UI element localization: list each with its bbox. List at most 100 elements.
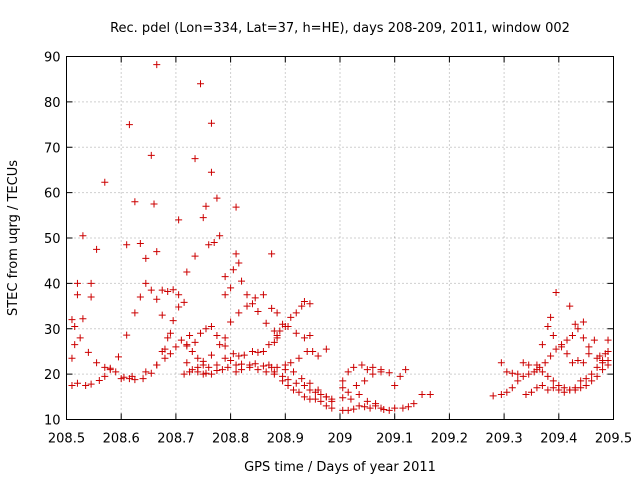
data-point <box>418 391 426 399</box>
data-point <box>153 248 161 256</box>
data-point <box>574 357 582 365</box>
data-point <box>224 363 232 371</box>
data-point <box>221 291 229 299</box>
data-point <box>544 372 552 380</box>
data-point <box>188 347 196 355</box>
data-point <box>79 315 87 323</box>
data-point <box>519 359 527 367</box>
data-point <box>262 368 270 376</box>
data-point <box>87 293 95 301</box>
data-point <box>585 350 593 358</box>
data-point <box>527 388 535 396</box>
data-point <box>259 347 267 355</box>
data-point <box>391 404 399 412</box>
data-point <box>582 375 590 383</box>
data-point <box>363 366 371 374</box>
data-point <box>298 302 306 310</box>
data-point <box>268 250 276 258</box>
x-axis-label: GPS time / Days of year 2011 <box>244 460 436 475</box>
data-point <box>571 320 579 328</box>
data-point <box>147 286 155 294</box>
data-point <box>497 391 505 399</box>
data-point <box>175 291 183 299</box>
data-point <box>300 334 308 342</box>
data-point <box>93 359 101 367</box>
data-point <box>377 404 385 412</box>
data-point <box>588 370 596 378</box>
data-point <box>489 392 497 400</box>
data-point <box>563 350 571 358</box>
data-point <box>593 372 601 380</box>
data-point <box>593 354 601 362</box>
y-axis-label: STEC from uqrg / TECUs <box>6 160 21 316</box>
x-tick-label: 208.5 <box>48 432 85 447</box>
y-tick-label: 80 <box>44 96 61 111</box>
data-point <box>142 279 150 287</box>
data-point <box>125 121 133 129</box>
data-point <box>544 386 552 394</box>
x-tick-label: 208.9 <box>267 432 304 447</box>
data-point <box>194 363 202 371</box>
data-point <box>123 331 131 339</box>
data-point <box>227 357 235 365</box>
data-point <box>79 232 87 240</box>
data-point <box>101 178 109 186</box>
data-point <box>207 351 215 359</box>
data-point <box>549 332 557 340</box>
data-point <box>339 384 347 392</box>
data-point <box>344 388 352 396</box>
data-point <box>73 291 81 299</box>
data-point <box>350 363 358 371</box>
data-point <box>582 381 590 389</box>
data-point <box>339 377 347 385</box>
data-point <box>347 395 355 403</box>
data-point <box>238 366 246 374</box>
data-point <box>235 259 243 267</box>
data-point <box>147 369 155 377</box>
data-point <box>139 375 147 383</box>
data-point <box>101 363 109 371</box>
data-point <box>322 393 330 401</box>
data-point <box>183 268 191 276</box>
data-point <box>232 250 240 258</box>
data-point <box>590 336 598 344</box>
data-point <box>350 405 358 413</box>
data-point <box>284 381 292 389</box>
data-point <box>295 354 303 362</box>
data-point <box>131 309 139 317</box>
data-point <box>268 304 276 312</box>
data-point <box>571 384 579 392</box>
data-point <box>577 377 585 385</box>
data-point <box>273 363 281 371</box>
data-point <box>254 348 262 356</box>
data-point <box>177 336 185 344</box>
y-tick-label: 60 <box>44 187 61 202</box>
data-point <box>377 366 385 374</box>
grid <box>66 56 614 420</box>
data-point <box>71 322 79 330</box>
data-point <box>533 384 541 392</box>
data-point <box>295 388 303 396</box>
y-tick-label: 20 <box>44 368 61 383</box>
data-point <box>95 376 103 384</box>
data-point <box>588 377 596 385</box>
data-point <box>385 406 393 414</box>
y-tick-label: 70 <box>44 141 61 156</box>
data-point <box>150 200 158 208</box>
x-tick-label: 208.7 <box>157 432 194 447</box>
data-points <box>68 61 612 414</box>
data-point <box>270 368 278 376</box>
data-point <box>232 203 240 211</box>
data-point <box>76 334 84 342</box>
data-point <box>358 361 366 369</box>
data-point <box>514 377 522 385</box>
data-point <box>300 381 308 389</box>
data-point <box>238 277 246 285</box>
data-point <box>508 384 516 392</box>
data-point <box>197 329 205 337</box>
data-point <box>555 386 563 394</box>
data-point <box>369 363 377 371</box>
data-point <box>361 377 369 385</box>
data-point <box>369 370 377 378</box>
